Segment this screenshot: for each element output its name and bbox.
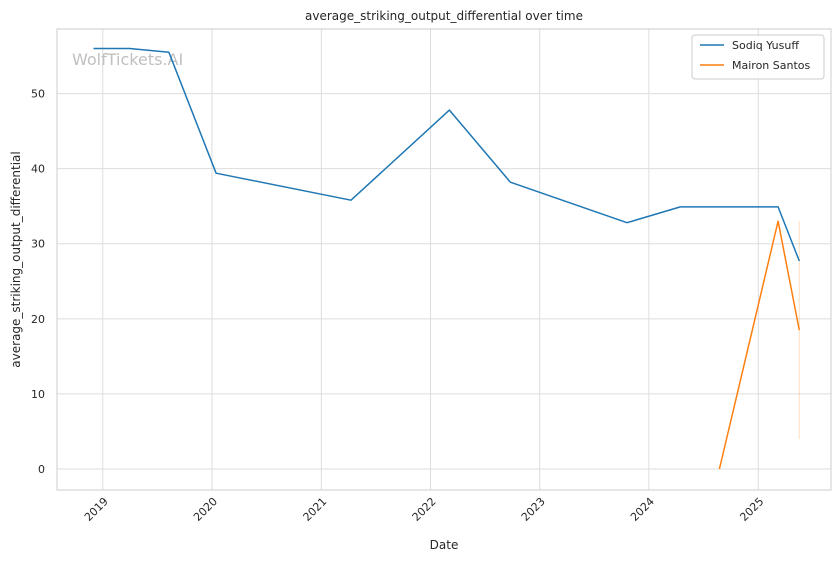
legend-entry-label: Mairon Santos	[732, 59, 811, 72]
y-tick-label: 30	[31, 238, 45, 251]
y-tick-label: 40	[31, 163, 45, 176]
x-axis-label: Date	[430, 538, 459, 552]
y-tick-label: 50	[31, 88, 45, 101]
series-lines	[93, 47, 801, 470]
y-axis-ticks: 0 10 20 30 40 50	[31, 88, 45, 476]
series-line	[93, 47, 800, 262]
watermark: WolfTickets.AI	[72, 50, 183, 69]
y-axis-label: average_striking_output_differential	[9, 151, 23, 367]
legend: Sodiq Yusuff Mairon Santos	[691, 34, 825, 80]
legend-entry-label: Sodiq Yusuff	[732, 39, 799, 52]
gridlines	[57, 29, 831, 490]
series-line	[718, 220, 801, 470]
y-tick-label: 20	[31, 313, 45, 326]
plot-frame	[56, 28, 832, 491]
legend-box	[691, 34, 825, 80]
chart-title: average_striking_output_differential ove…	[305, 9, 583, 23]
y-tick-label: 10	[31, 388, 45, 401]
y-tick-label: 0	[38, 463, 45, 476]
